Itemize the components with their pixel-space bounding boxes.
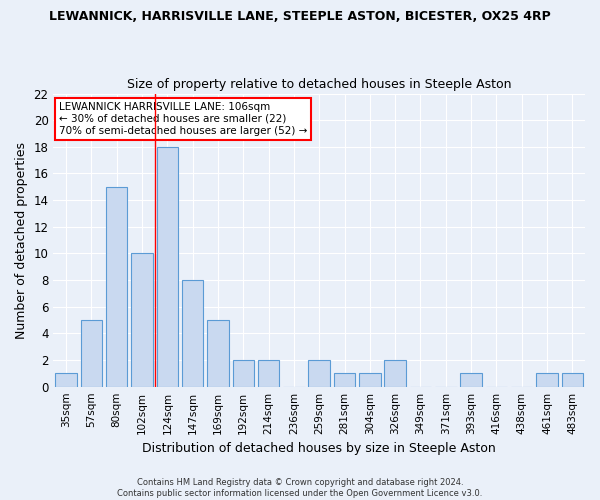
Bar bbox=[157, 147, 178, 386]
Bar bbox=[207, 320, 229, 386]
X-axis label: Distribution of detached houses by size in Steeple Aston: Distribution of detached houses by size … bbox=[142, 442, 496, 455]
Bar bbox=[536, 374, 558, 386]
Bar bbox=[131, 254, 153, 386]
Text: LEWANNICK, HARRISVILLE LANE, STEEPLE ASTON, BICESTER, OX25 4RP: LEWANNICK, HARRISVILLE LANE, STEEPLE AST… bbox=[49, 10, 551, 23]
Bar bbox=[562, 374, 583, 386]
Bar bbox=[460, 374, 482, 386]
Bar bbox=[334, 374, 355, 386]
Bar bbox=[258, 360, 280, 386]
Title: Size of property relative to detached houses in Steeple Aston: Size of property relative to detached ho… bbox=[127, 78, 511, 91]
Bar bbox=[308, 360, 330, 386]
Bar bbox=[182, 280, 203, 386]
Bar bbox=[55, 374, 77, 386]
Bar bbox=[233, 360, 254, 386]
Bar bbox=[80, 320, 102, 386]
Text: LEWANNICK HARRISVILLE LANE: 106sqm
← 30% of detached houses are smaller (22)
70%: LEWANNICK HARRISVILLE LANE: 106sqm ← 30%… bbox=[59, 102, 307, 136]
Text: Contains HM Land Registry data © Crown copyright and database right 2024.
Contai: Contains HM Land Registry data © Crown c… bbox=[118, 478, 482, 498]
Bar bbox=[106, 187, 127, 386]
Y-axis label: Number of detached properties: Number of detached properties bbox=[15, 142, 28, 338]
Bar bbox=[385, 360, 406, 386]
Bar bbox=[359, 374, 380, 386]
